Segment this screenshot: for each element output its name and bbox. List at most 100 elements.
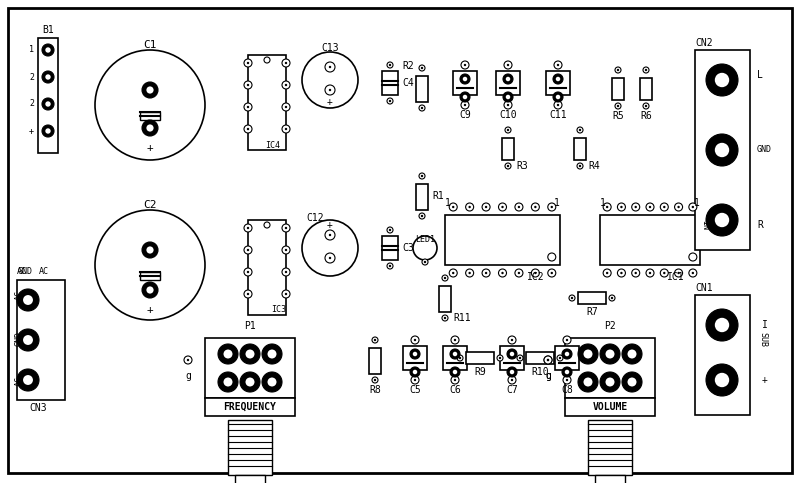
Circle shape	[146, 246, 154, 254]
Circle shape	[302, 52, 358, 108]
Circle shape	[410, 367, 420, 377]
Circle shape	[469, 272, 471, 274]
Circle shape	[329, 89, 331, 91]
Bar	[382, 71, 398, 95]
Bar	[466, 352, 494, 364]
Circle shape	[146, 125, 154, 131]
Circle shape	[23, 375, 33, 385]
Circle shape	[706, 309, 738, 341]
Circle shape	[414, 379, 416, 381]
Text: R: R	[757, 220, 763, 230]
Circle shape	[507, 165, 509, 167]
Circle shape	[562, 367, 572, 377]
Circle shape	[507, 367, 517, 377]
Circle shape	[498, 269, 506, 277]
Circle shape	[660, 269, 668, 277]
Circle shape	[372, 377, 378, 383]
Text: GND: GND	[18, 268, 33, 276]
Circle shape	[663, 272, 666, 274]
Circle shape	[627, 350, 637, 358]
Circle shape	[550, 206, 553, 208]
Circle shape	[46, 101, 50, 107]
Bar	[205, 398, 295, 416]
Circle shape	[563, 376, 571, 384]
Circle shape	[244, 81, 252, 89]
Circle shape	[563, 336, 571, 344]
Bar	[38, 38, 58, 153]
Circle shape	[389, 229, 391, 231]
Circle shape	[504, 101, 512, 109]
Circle shape	[419, 105, 425, 111]
Circle shape	[583, 350, 593, 358]
Bar	[496, 71, 520, 95]
Text: C11: C11	[549, 110, 567, 120]
Circle shape	[557, 64, 559, 66]
Text: +: +	[29, 127, 34, 136]
Circle shape	[247, 271, 250, 273]
Text: B1: B1	[42, 25, 54, 35]
Bar	[205, 338, 295, 398]
Circle shape	[531, 203, 539, 211]
Circle shape	[645, 69, 647, 71]
Bar	[546, 71, 570, 95]
Circle shape	[622, 344, 642, 364]
Circle shape	[618, 203, 626, 211]
Circle shape	[497, 355, 503, 361]
Circle shape	[413, 236, 437, 260]
Circle shape	[692, 206, 694, 208]
Text: IC2: IC2	[527, 272, 545, 282]
Circle shape	[410, 349, 420, 359]
Circle shape	[632, 203, 640, 211]
Circle shape	[643, 67, 649, 73]
Circle shape	[450, 203, 458, 211]
Bar	[453, 71, 477, 95]
Circle shape	[142, 82, 158, 98]
Circle shape	[617, 69, 619, 71]
Circle shape	[643, 103, 649, 109]
Circle shape	[414, 339, 416, 341]
Circle shape	[569, 295, 575, 301]
Circle shape	[460, 92, 470, 102]
Circle shape	[187, 359, 190, 361]
Circle shape	[374, 339, 376, 341]
Circle shape	[634, 272, 637, 274]
Circle shape	[615, 103, 621, 109]
Bar	[439, 286, 451, 312]
Circle shape	[442, 315, 448, 321]
Circle shape	[566, 339, 568, 341]
Circle shape	[218, 372, 238, 392]
Circle shape	[23, 295, 33, 305]
Circle shape	[42, 71, 54, 83]
Circle shape	[246, 378, 254, 386]
Circle shape	[606, 206, 608, 208]
Circle shape	[645, 105, 647, 107]
Circle shape	[674, 269, 682, 277]
Circle shape	[498, 203, 506, 211]
Text: 2: 2	[29, 72, 34, 82]
Circle shape	[267, 350, 277, 358]
Circle shape	[282, 246, 290, 254]
Circle shape	[534, 206, 537, 208]
Circle shape	[517, 355, 523, 361]
Circle shape	[515, 203, 523, 211]
Text: R2: R2	[402, 61, 414, 71]
Circle shape	[507, 129, 509, 131]
Circle shape	[577, 127, 583, 133]
Circle shape	[246, 350, 254, 358]
Circle shape	[553, 92, 563, 102]
Circle shape	[282, 125, 290, 133]
Circle shape	[442, 275, 448, 281]
Circle shape	[285, 293, 287, 295]
Text: R10: R10	[531, 367, 549, 377]
Bar	[228, 420, 272, 475]
Circle shape	[507, 349, 517, 359]
Circle shape	[507, 104, 509, 106]
Circle shape	[419, 173, 425, 179]
Text: +: +	[146, 143, 154, 153]
Text: IC3: IC3	[271, 306, 286, 314]
Circle shape	[583, 378, 593, 386]
Text: LED1: LED1	[415, 236, 435, 244]
Text: C3: C3	[402, 243, 414, 253]
Circle shape	[223, 378, 233, 386]
Text: I: I	[762, 320, 768, 330]
